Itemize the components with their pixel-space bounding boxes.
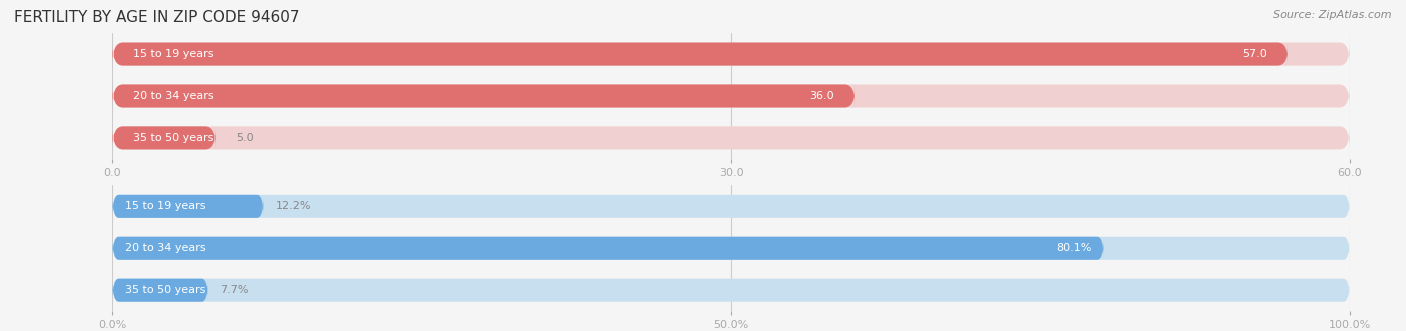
Text: 15 to 19 years: 15 to 19 years [134, 49, 214, 59]
FancyBboxPatch shape [112, 84, 1350, 108]
FancyBboxPatch shape [112, 237, 1104, 260]
Text: 20 to 34 years: 20 to 34 years [134, 91, 214, 101]
Text: 5.0: 5.0 [236, 133, 254, 143]
FancyBboxPatch shape [112, 126, 1350, 150]
FancyBboxPatch shape [112, 42, 1350, 66]
Text: 35 to 50 years: 35 to 50 years [134, 133, 214, 143]
FancyBboxPatch shape [112, 195, 1350, 218]
Text: Source: ZipAtlas.com: Source: ZipAtlas.com [1274, 10, 1392, 20]
Text: 35 to 50 years: 35 to 50 years [125, 285, 205, 295]
Text: 57.0: 57.0 [1243, 49, 1267, 59]
Text: 7.7%: 7.7% [221, 285, 249, 295]
Text: 15 to 19 years: 15 to 19 years [125, 201, 205, 211]
Text: 36.0: 36.0 [810, 91, 834, 101]
Text: 12.2%: 12.2% [276, 201, 311, 211]
FancyBboxPatch shape [112, 237, 1350, 260]
Text: 80.1%: 80.1% [1056, 243, 1091, 253]
FancyBboxPatch shape [112, 279, 1350, 302]
FancyBboxPatch shape [112, 195, 263, 218]
FancyBboxPatch shape [112, 42, 1288, 66]
FancyBboxPatch shape [112, 279, 208, 302]
Text: FERTILITY BY AGE IN ZIP CODE 94607: FERTILITY BY AGE IN ZIP CODE 94607 [14, 10, 299, 25]
FancyBboxPatch shape [112, 126, 215, 150]
Text: 20 to 34 years: 20 to 34 years [125, 243, 205, 253]
FancyBboxPatch shape [112, 84, 855, 108]
